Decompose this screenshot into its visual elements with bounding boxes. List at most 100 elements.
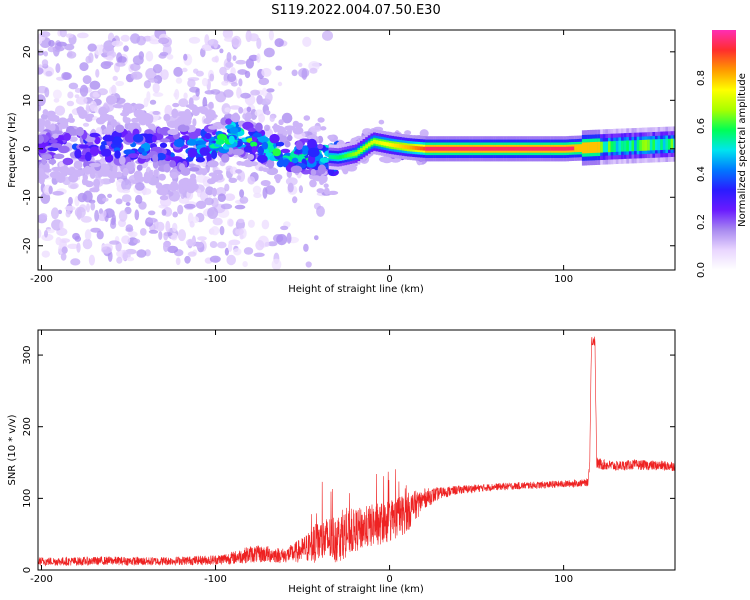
spectrogram-noise-cell [43, 51, 48, 57]
spectrogram-ridge-cell [69, 117, 75, 123]
spectrogram-ridge-cell [195, 156, 205, 163]
spectrogram-ridge-cell [195, 140, 207, 145]
spectrogram-noise-cell [102, 210, 107, 218]
spectrogram-ridge-band [579, 144, 583, 152]
spectrogram-noise-cell [242, 261, 248, 268]
spectrogram-noise-cell [177, 204, 184, 215]
spectrogram-ridge-cell [159, 138, 171, 143]
spectrogram-noise-cell [229, 105, 241, 110]
spectrogram-ridge-cell [235, 169, 243, 174]
spectrogram-noise-cell [79, 62, 89, 72]
spectrogram-ridge-cell [238, 106, 244, 114]
spectrogram-noise-cell [227, 73, 237, 83]
spectrogram-ridge-band [516, 146, 520, 151]
spectrogram-noise-cell [45, 229, 55, 234]
spectrogram-ridge-cell [191, 106, 201, 117]
spectrogram-ridge-band [485, 146, 489, 151]
spectrogram-ridge-cell [184, 108, 191, 119]
spectrogram-noise-cell [102, 197, 109, 202]
spectrogram-noise-cell [132, 55, 144, 65]
spectrogram-ridge-band [456, 146, 460, 151]
spectrogram-noise-cell [66, 51, 77, 59]
spectrogram-noise-cell [143, 80, 151, 89]
spectrogram-ridge-cell [78, 144, 89, 149]
spectrogram-noise-cell [316, 205, 325, 217]
spectrogram-ridge-band [425, 146, 428, 151]
spectrogram-ridge-band [412, 145, 415, 150]
spectrogram-noise-cell [192, 118, 197, 127]
spectrogram-ridge-band [639, 140, 643, 151]
spectrogram-ridge-cell [167, 129, 179, 136]
spectrogram-ridge-band [600, 141, 603, 153]
spectrogram-ridge-band [333, 155, 337, 160]
spectrogram-noise-cell [258, 113, 265, 123]
spectrogram-ridge-band [576, 144, 580, 153]
spectrogram-ridge-cell [262, 167, 269, 172]
spectrogram-ridge-cell [278, 119, 284, 126]
spectrogram-ridge-cell [74, 148, 82, 159]
spectrogram-ridge-band [388, 142, 392, 147]
spectrogram-noise-cell [183, 203, 196, 209]
spectrogram-ridge-cell [94, 136, 101, 145]
spectrogram-noise-cell [66, 100, 75, 107]
spectrogram-ridge-band [446, 146, 449, 151]
spectrogram-noise-cell [181, 67, 188, 73]
spectrogram-ridge-cell [232, 148, 245, 156]
spectrogram-noise-cell [68, 196, 73, 206]
spectrogram-ridge-cell [177, 124, 190, 132]
spectrogram-ridge-cell [102, 169, 113, 177]
spectrogram-ridge-cell [131, 117, 139, 123]
spectrogram-ridge-band [498, 146, 502, 151]
spectrogram-noise-cell [268, 30, 274, 41]
spectrogram-noise-cell [38, 228, 42, 239]
spectrogram-ridge-band [370, 140, 374, 145]
spectrogram-noise-cell [207, 207, 219, 219]
spectrogram-noise-cell [106, 55, 114, 61]
spectrogram-ridge-cell [152, 154, 159, 163]
spectrogram-ridge-band [349, 152, 353, 157]
spectrogram-noise-cell [207, 39, 219, 47]
spectrogram-noise-cell [291, 69, 298, 77]
spectrogram-noise-cell [302, 36, 312, 48]
spectrogram-noise-cell [253, 192, 262, 199]
spectrogram-ridge-band [469, 146, 473, 151]
spectrogram-ridge-band [344, 154, 348, 158]
spectrogram-noise-cell [195, 88, 200, 97]
spectrogram-noise-cell [246, 106, 252, 113]
spectrogram-noise-cell [115, 80, 125, 87]
spectrogram-noise-cell [107, 193, 113, 198]
spectrogram-ridge-cell [82, 174, 89, 182]
spectrogram-noise-cell [65, 33, 74, 38]
spectrogram-noise-cell [158, 231, 163, 240]
spectrogram-ridge-cell [252, 132, 262, 138]
spectrogram-noise-cell [202, 96, 208, 109]
spectrogram-noise-cell [38, 48, 44, 54]
spectrogram-ridge-cell [211, 150, 218, 160]
spectrogram-noise-cell [52, 46, 65, 52]
spectrogram-noise-cell [152, 82, 160, 94]
spectrogram-ridge-cell [307, 138, 317, 149]
spectrogram-ridge-band [477, 146, 481, 151]
spectrogram-ridge-cell [102, 135, 115, 142]
spectrogram-ridge-cell [58, 166, 70, 174]
spectrogram-noise-cell [269, 115, 275, 122]
spectrogram-noise-cell [265, 185, 276, 195]
spectrogram-noise-cell [239, 196, 249, 204]
spectrogram-noise-cell [276, 234, 288, 246]
spectrogram-noise-cell [280, 225, 289, 231]
spectrogram-noise-cell [152, 92, 164, 97]
spectrogram-ridge-cell [141, 151, 148, 156]
spectrogram-ridge-cell [44, 119, 51, 129]
spectrogram-ridge-cell [419, 129, 429, 138]
spectrogram-noise-cell [85, 55, 92, 64]
spectrogram-ridge-band [501, 146, 504, 151]
spectrogram-noise-cell [82, 75, 92, 85]
spectrogram-noise-cell [82, 122, 90, 127]
spectrogram-noise-cell [48, 40, 55, 47]
spectrogram-ridge-band [420, 146, 423, 151]
spectrogram-ridge-band [391, 143, 395, 148]
spectrogram-ridge-cell [172, 211, 178, 218]
spectrogram-ridge-cell [181, 177, 190, 183]
spectrogram-noise-cell [245, 58, 254, 69]
spectrogram-ridge-cell [133, 109, 146, 119]
